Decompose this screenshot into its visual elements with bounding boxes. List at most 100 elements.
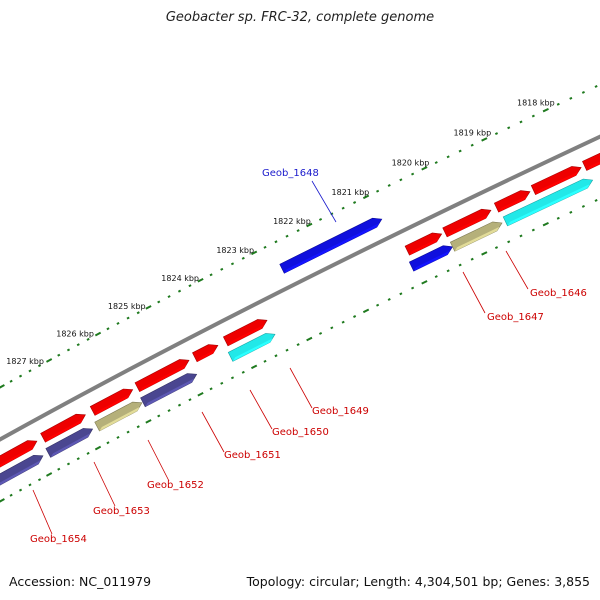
scale-tick [197, 278, 204, 283]
inner-tick [188, 398, 192, 402]
gene-red [442, 208, 492, 238]
scale-tick [94, 331, 102, 337]
scale-label: 1826 kbp [56, 330, 94, 339]
inner-tick [250, 364, 258, 370]
inner-tick [220, 381, 224, 385]
scale-label: 1822 kbp [273, 217, 311, 226]
gene-cyan-top [232, 338, 273, 362]
leader-line [93, 461, 116, 507]
inner-tick [263, 359, 267, 363]
gene-red-top [94, 393, 131, 416]
inner-tick [481, 251, 488, 256]
inner-tick [330, 326, 334, 330]
accession-label: Accession: NC_011979 [9, 574, 152, 589]
scale-tick [209, 273, 213, 277]
gene-khaki [449, 221, 503, 252]
gene-cyan-top [507, 184, 590, 226]
inner-tick [581, 204, 585, 208]
inner-tick [569, 210, 573, 214]
inner-tick [197, 392, 204, 397]
inner-tick [66, 462, 71, 466]
scale-label: 1819 kbp [453, 129, 491, 138]
inner-tick [177, 403, 182, 407]
inner-tick [106, 441, 110, 445]
gene-red [530, 166, 582, 195]
inner-tick [285, 348, 289, 352]
scale-label: 1824 kbp [161, 274, 199, 283]
scale-tick [220, 267, 224, 271]
gene-navy-top [50, 433, 91, 458]
gene-label: Geob_1649 [312, 406, 369, 417]
gene-khaki-top [454, 226, 500, 252]
inner-tick [458, 263, 462, 267]
scale-label: 1823 kbp [216, 246, 254, 255]
gene-label: Geob_1648 [262, 168, 319, 179]
inner-tick [556, 216, 560, 220]
scale-tick [136, 311, 140, 315]
inner-tick [362, 308, 370, 314]
inner-tick [296, 343, 300, 347]
inner-tick [399, 292, 403, 296]
scale-tick [494, 132, 499, 136]
scale-tick [341, 206, 345, 210]
gene-red-top [45, 419, 84, 443]
scale-tick [458, 149, 462, 153]
gene-red-top [0, 445, 35, 468]
inner-tick [353, 315, 357, 318]
scale-label: 1818 kbp [517, 98, 555, 107]
gene-khaki-top [99, 406, 140, 431]
scale-tick [28, 369, 32, 373]
scale-tick [116, 321, 120, 325]
inner-tick [9, 493, 13, 497]
gene-red-top [498, 195, 528, 213]
leader-line [147, 439, 170, 482]
scale-tick [241, 256, 245, 260]
scale-tick [481, 137, 488, 142]
gene-label: Geob_1646 [530, 288, 587, 299]
gene-khaki [94, 401, 143, 432]
inner-tick [145, 419, 152, 424]
inner-tick [306, 336, 313, 342]
gene-label: Geob_1647 [487, 312, 544, 323]
scale-tick [177, 289, 182, 293]
inner-tick [434, 275, 438, 279]
inner-tick [126, 430, 130, 434]
scale-tick [362, 194, 370, 200]
leader-line [505, 250, 529, 290]
scale-label: 1820 kbp [392, 159, 430, 168]
leader-line [201, 411, 225, 453]
inner-tick [157, 414, 161, 418]
scale-tick [9, 379, 13, 383]
leader-line [311, 180, 337, 223]
scale-tick [446, 155, 450, 159]
scale-tick [0, 384, 5, 389]
inner-tick [594, 199, 598, 202]
gene-red-top [535, 171, 579, 195]
scale-label: 1821 kbp [332, 188, 370, 197]
gene-red-top [447, 214, 489, 237]
scale-tick [250, 250, 258, 256]
scale-tick [157, 300, 161, 304]
inner-tick [318, 331, 323, 335]
inner-tick [136, 425, 140, 429]
scale-tick [86, 337, 90, 341]
gene-red [192, 344, 219, 363]
scale-tick [76, 343, 80, 347]
inner-tick [531, 228, 535, 232]
inner-tick [341, 320, 345, 324]
genome-summary: Topology: circular; Length: 4,304,501 bp… [246, 574, 590, 589]
scale-tick [519, 120, 523, 124]
inner-tick [0, 498, 5, 503]
inner-tick [209, 387, 213, 391]
scale-tick [376, 189, 380, 193]
inner-tick [94, 445, 102, 451]
scale-tick [507, 126, 511, 130]
inner-tick [167, 409, 171, 413]
scale-tick [353, 201, 357, 204]
scale-tick [188, 284, 192, 288]
gene-red [222, 319, 268, 347]
scale-tick [263, 245, 267, 249]
scale-tick [594, 85, 598, 88]
inner-tick [76, 457, 80, 461]
inner-tick [494, 246, 499, 250]
